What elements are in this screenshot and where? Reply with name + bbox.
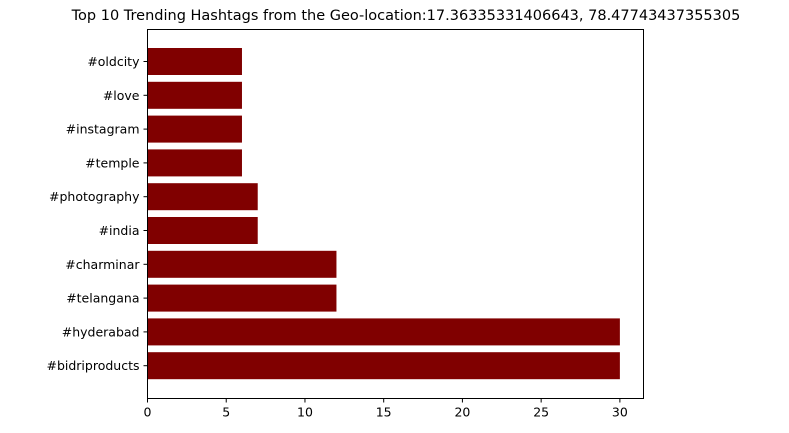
bar-instagram (147, 115, 242, 143)
x-tick-label: 25 (533, 405, 549, 420)
bar-india (147, 217, 258, 244)
bar-temple (147, 149, 242, 177)
bar-hyderabad (147, 318, 620, 346)
x-tick-label: 5 (222, 405, 230, 420)
y-tick-label: #bidriproducts (46, 358, 139, 373)
x-tick-label: 15 (376, 405, 392, 420)
bars (147, 48, 620, 380)
y-tick-label: #india (99, 223, 140, 238)
bar-telangana (147, 284, 337, 312)
y-tick-label: #love (103, 88, 140, 103)
plot-frame (147, 29, 644, 399)
bar-love (147, 81, 242, 109)
y-tick-label: #charminar (65, 257, 140, 272)
x-tick-label: 20 (454, 405, 470, 420)
y-axis: #oldcity #love #instagram #temple #photograp… (46, 54, 148, 373)
y-tick-label: #temple (85, 155, 140, 170)
x-axis: 0 5 10 15 20 25 30 (144, 398, 628, 420)
bar-oldcity (147, 48, 242, 75)
y-tick-label: #hyderabad (62, 324, 140, 339)
bar-charminar (147, 250, 337, 278)
y-tick-label: #photography (49, 189, 140, 204)
x-tick-label: 10 (297, 405, 313, 420)
bar-bidriproducts (147, 352, 620, 380)
bar-photography (147, 183, 258, 211)
chart-title: Top 10 Trending Hashtags from the Geo-lo… (71, 8, 741, 24)
y-tick-label: #telangana (66, 291, 139, 306)
x-tick-label: 30 (612, 405, 628, 420)
x-tick-label: 0 (144, 405, 152, 420)
y-tick-label: #instagram (66, 122, 140, 137)
y-tick-label: #oldcity (87, 54, 140, 69)
